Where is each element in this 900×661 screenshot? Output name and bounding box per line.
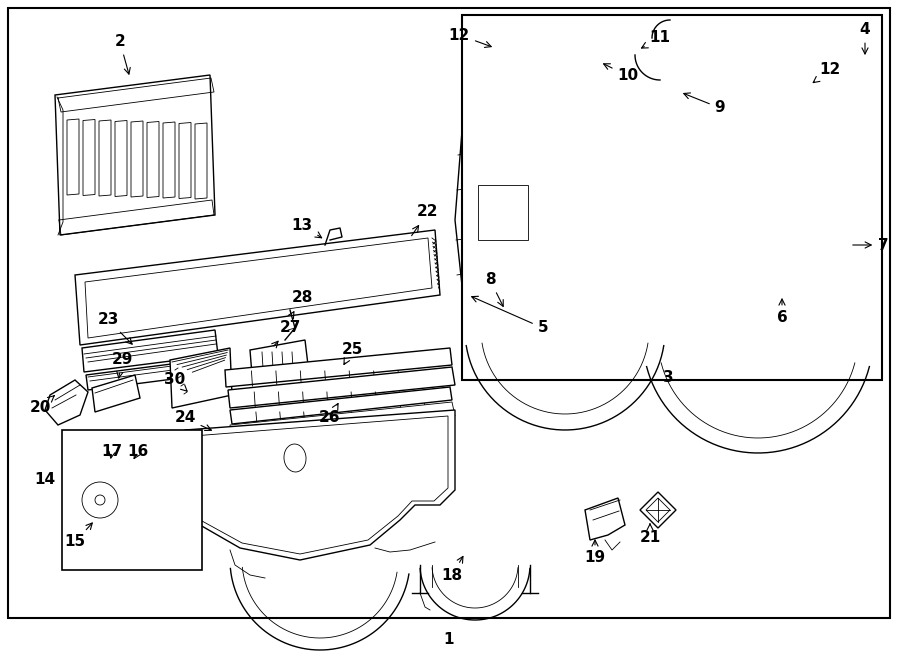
Text: 7: 7 (853, 237, 888, 253)
Polygon shape (225, 348, 452, 387)
Text: 2: 2 (114, 34, 130, 74)
Text: 1: 1 (444, 633, 454, 648)
Polygon shape (228, 367, 455, 408)
Text: 20: 20 (30, 396, 54, 416)
Polygon shape (179, 122, 191, 198)
Polygon shape (147, 122, 159, 198)
Polygon shape (640, 492, 676, 528)
Text: 22: 22 (411, 204, 439, 236)
Polygon shape (498, 305, 530, 343)
Text: 4: 4 (860, 22, 870, 54)
Polygon shape (75, 230, 440, 345)
Text: 8: 8 (485, 272, 503, 307)
Polygon shape (83, 120, 95, 196)
Text: 5: 5 (472, 296, 548, 336)
Polygon shape (67, 119, 79, 195)
Text: 13: 13 (292, 217, 321, 238)
Polygon shape (85, 238, 432, 338)
Text: 19: 19 (584, 540, 606, 566)
Text: 24: 24 (175, 410, 211, 430)
Text: 6: 6 (777, 299, 788, 325)
Polygon shape (230, 387, 452, 424)
Polygon shape (185, 410, 455, 560)
Polygon shape (230, 402, 455, 440)
Polygon shape (455, 85, 475, 325)
Polygon shape (55, 75, 215, 235)
Text: 28: 28 (288, 290, 312, 319)
Text: 23: 23 (97, 313, 132, 344)
Text: 26: 26 (320, 403, 341, 426)
Polygon shape (793, 85, 812, 110)
Text: 10: 10 (604, 64, 639, 83)
Text: 30: 30 (165, 373, 187, 391)
Polygon shape (530, 50, 600, 65)
Bar (462, 15, 882, 380)
Polygon shape (45, 380, 88, 425)
Text: 18: 18 (441, 557, 463, 582)
Polygon shape (585, 498, 625, 540)
Text: 3: 3 (662, 371, 673, 385)
Text: 25: 25 (341, 342, 363, 364)
Text: 16: 16 (128, 444, 148, 459)
Text: 12: 12 (814, 63, 841, 83)
Polygon shape (86, 358, 220, 390)
Text: 14: 14 (34, 473, 56, 488)
Polygon shape (487, 47, 508, 72)
Polygon shape (115, 120, 127, 196)
Bar (478, 185, 528, 240)
Polygon shape (92, 375, 140, 412)
Polygon shape (655, 20, 880, 340)
Polygon shape (99, 120, 111, 196)
Text: 12: 12 (449, 28, 491, 48)
Polygon shape (82, 330, 218, 372)
Text: 9: 9 (684, 93, 725, 116)
Polygon shape (560, 80, 662, 97)
Text: 11: 11 (642, 30, 670, 48)
Polygon shape (120, 448, 145, 480)
Text: 27: 27 (272, 321, 301, 348)
Polygon shape (600, 48, 648, 70)
Polygon shape (820, 75, 862, 338)
Polygon shape (768, 80, 795, 298)
Polygon shape (163, 122, 175, 198)
Polygon shape (250, 340, 308, 375)
Polygon shape (131, 121, 143, 197)
Text: 17: 17 (102, 444, 122, 459)
Text: 21: 21 (639, 524, 661, 545)
Polygon shape (170, 348, 232, 408)
Polygon shape (195, 123, 207, 199)
Polygon shape (468, 80, 668, 330)
Text: 15: 15 (65, 523, 93, 549)
Text: 29: 29 (112, 352, 132, 378)
Bar (62, 430, 202, 570)
Polygon shape (646, 498, 670, 522)
